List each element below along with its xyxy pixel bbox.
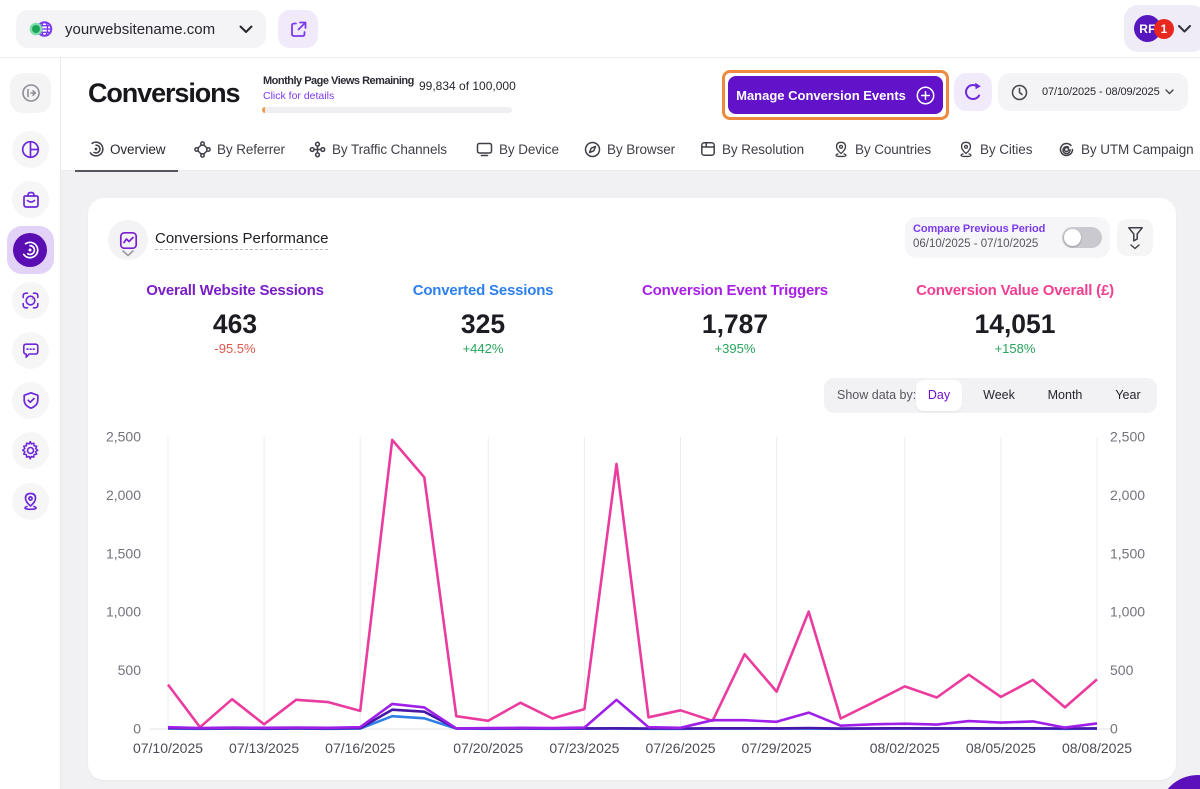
svg-text:1,000: 1,000 (1110, 604, 1145, 620)
svg-text:500: 500 (1110, 662, 1134, 678)
svg-text:1,500: 1,500 (106, 545, 141, 561)
svg-text:2,000: 2,000 (106, 487, 141, 503)
svg-text:07/13/2025: 07/13/2025 (229, 740, 299, 756)
svg-text:0: 0 (133, 721, 141, 737)
svg-text:07/20/2025: 07/20/2025 (453, 740, 523, 756)
svg-text:1,000: 1,000 (106, 604, 141, 620)
svg-text:07/16/2025: 07/16/2025 (325, 740, 395, 756)
svg-text:0: 0 (1110, 721, 1118, 737)
svg-text:500: 500 (118, 662, 142, 678)
svg-text:07/29/2025: 07/29/2025 (742, 740, 812, 756)
svg-text:07/26/2025: 07/26/2025 (645, 740, 715, 756)
svg-text:08/05/2025: 08/05/2025 (966, 740, 1036, 756)
svg-text:2,000: 2,000 (1110, 487, 1145, 503)
svg-text:08/02/2025: 08/02/2025 (870, 740, 940, 756)
svg-text:2,500: 2,500 (1110, 429, 1145, 445)
svg-text:07/23/2025: 07/23/2025 (549, 740, 619, 756)
svg-text:1,500: 1,500 (1110, 545, 1145, 561)
svg-text:07/10/2025: 07/10/2025 (133, 740, 203, 756)
svg-text:08/08/2025: 08/08/2025 (1062, 740, 1132, 756)
svg-text:2,500: 2,500 (106, 429, 141, 445)
